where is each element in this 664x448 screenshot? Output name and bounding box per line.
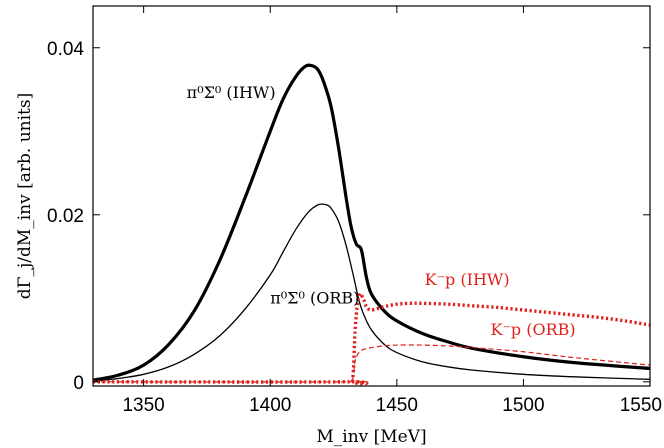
- y-tick-label: 0.04: [47, 39, 84, 60]
- axis-ticks: 1350 1400 1450 1500 1550 0 0.02 0.04: [47, 6, 662, 416]
- x-tick-label: 1400: [249, 395, 291, 416]
- series-line-4: [93, 344, 650, 383]
- series-line-3: [93, 291, 650, 386]
- series-line-1: [93, 63, 650, 382]
- x-tick-label: 1450: [376, 395, 418, 416]
- series-line-2: [93, 203, 650, 382]
- annotation-orb-pi: π⁰Σ⁰ (ORB): [270, 288, 359, 307]
- x-tick-label: 1350: [122, 395, 164, 416]
- annotation-orb-k: K⁻p (ORB): [490, 320, 575, 339]
- y-axis-label: dΓ_j/dM_inv [arb. units]: [15, 93, 35, 299]
- x-tick-label: 1550: [620, 395, 662, 416]
- series-layer: [93, 63, 650, 386]
- annotation-layer: π⁰Σ⁰ (IHW) π⁰Σ⁰ (ORB) K⁻p (IHW) K⁻p (ORB): [187, 83, 576, 339]
- x-tick-label: 1500: [502, 395, 544, 416]
- x-axis-label: M_inv [MeV]: [316, 427, 426, 447]
- plot-frame: [92, 5, 651, 387]
- y-tick-label: 0: [73, 373, 84, 394]
- annotation-ihw-k: K⁻p (IHW): [425, 270, 510, 289]
- annotation-ihw-pi: π⁰Σ⁰ (IHW): [187, 83, 276, 102]
- y-tick-label: 0.02: [47, 206, 84, 227]
